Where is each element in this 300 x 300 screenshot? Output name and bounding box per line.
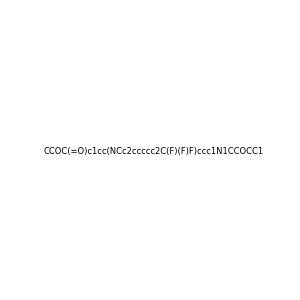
Text: CCOC(=O)c1cc(NCc2ccccc2C(F)(F)F)ccc1N1CCOCC1: CCOC(=O)c1cc(NCc2ccccc2C(F)(F)F)ccc1N1CC… (44, 147, 264, 156)
